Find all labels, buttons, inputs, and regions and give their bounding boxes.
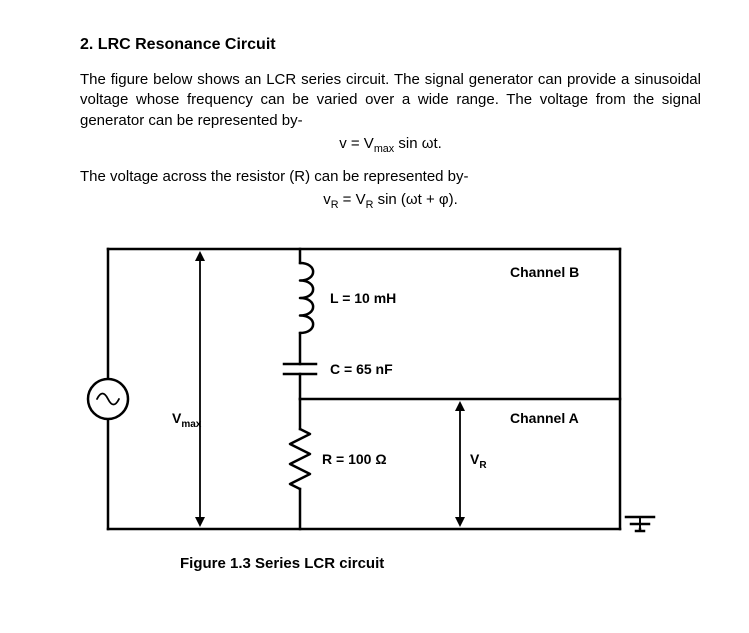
section-title: 2. LRC Resonance Circuit (80, 36, 701, 54)
paragraph-1: The figure below shows an LCR series cir… (80, 70, 701, 131)
svg-text:VR: VR (470, 451, 487, 471)
figure-caption: Figure 1.3 Series LCR circuit (180, 555, 701, 572)
svg-text:Channel B: Channel B (510, 264, 579, 280)
svg-text:Vmax: Vmax (172, 410, 202, 430)
svg-text:L = 10 mH: L = 10 mH (330, 290, 396, 306)
circuit-figure: Vmax L = 10 mH C = 65 nF R = 100 Ω VR Channel… (80, 229, 701, 572)
svg-text:Channel A: Channel A (510, 410, 579, 426)
page: 2. LRC Resonance Circuit The figure belo… (0, 0, 749, 608)
svg-text:C = 65 nF: C = 65 nF (330, 361, 393, 377)
equation-2: vR = VR sin (ωt + φ). (80, 191, 701, 211)
circuit-diagram: Vmax L = 10 mH C = 65 nF R = 100 Ω VR Channel… (80, 229, 680, 549)
equation-1: v = Vmax sin ωt. (80, 135, 701, 155)
svg-text:R = 100 Ω: R = 100 Ω (322, 451, 387, 467)
paragraph-2: The voltage across the resistor (R) can … (80, 167, 701, 187)
